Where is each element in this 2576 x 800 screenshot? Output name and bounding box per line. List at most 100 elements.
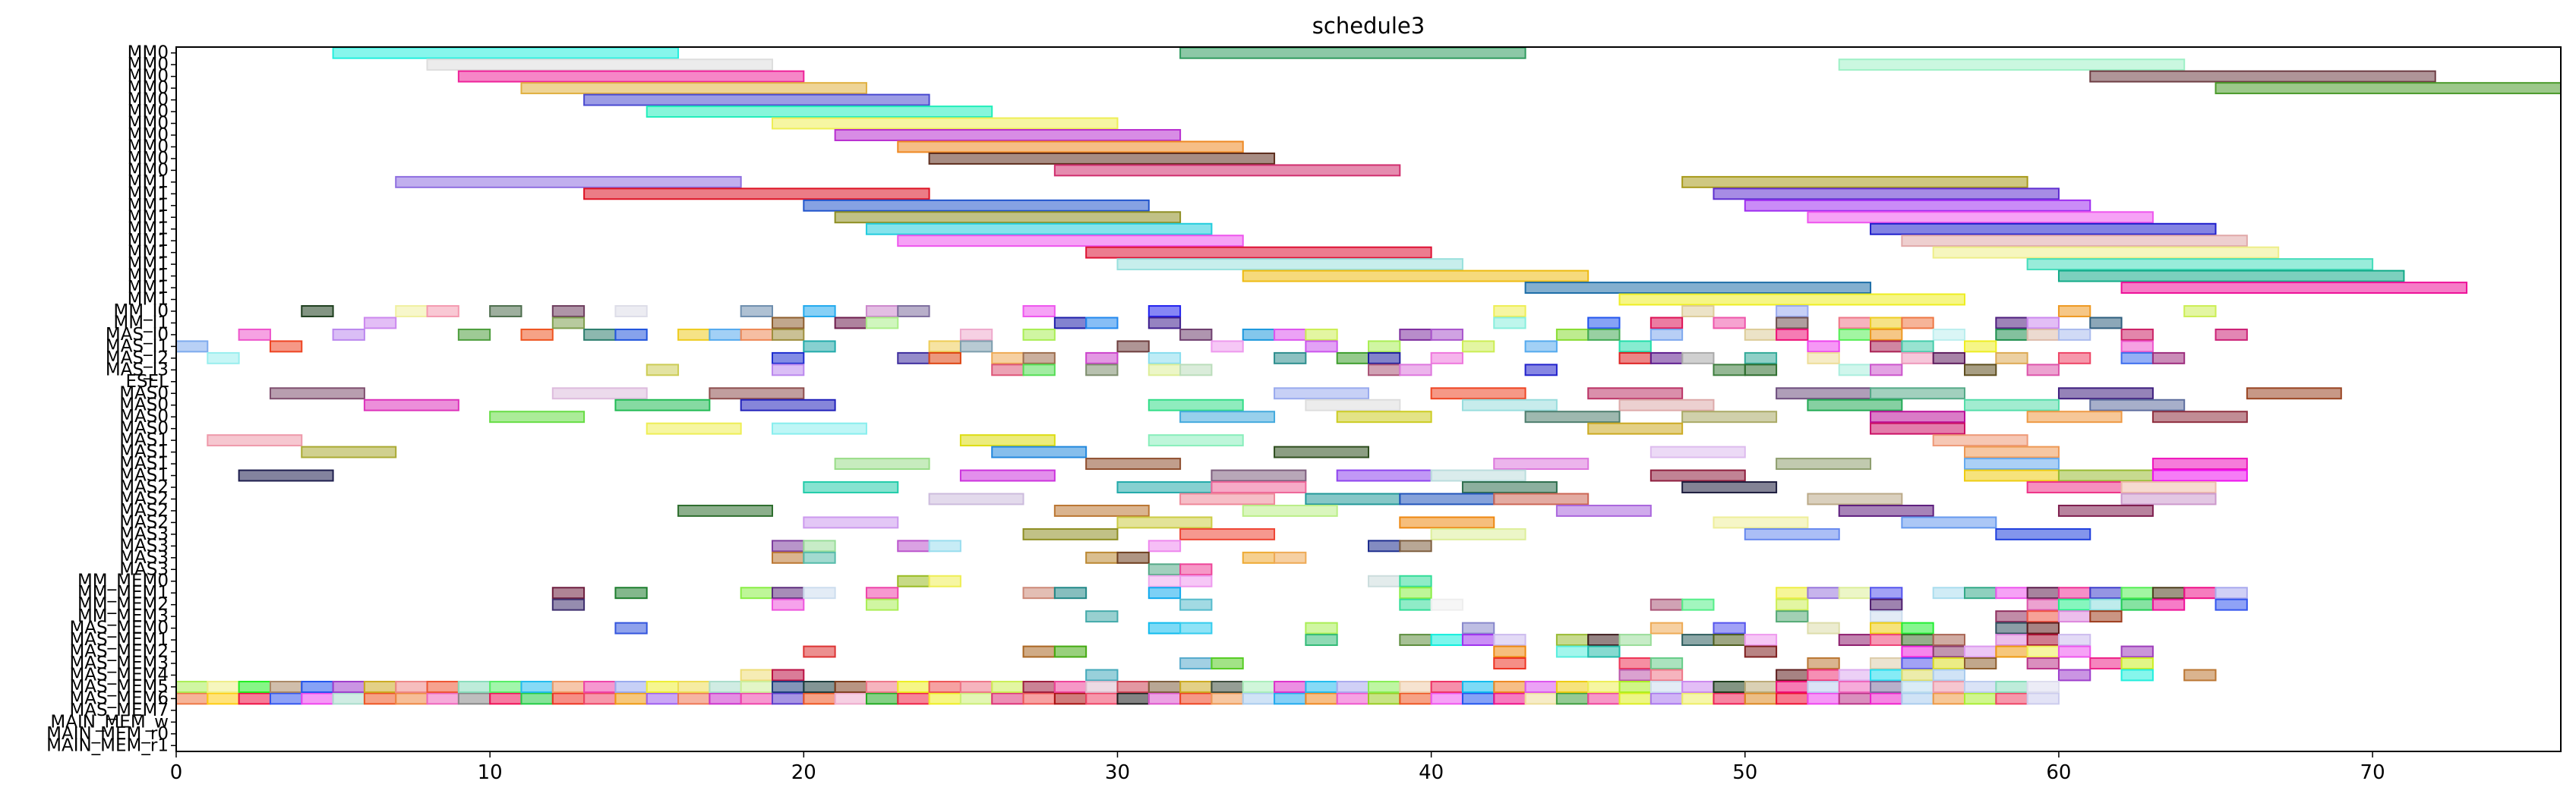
task-bar: [2026, 364, 2060, 376]
y-tick-label: MM1: [128, 184, 169, 203]
x-axis: 0 10 20 30 40 50 60 70: [170, 751, 2385, 784]
task-bar: [834, 129, 1182, 141]
task-bar: [269, 340, 303, 353]
task-bar: [1148, 364, 1182, 376]
task-bar: [1964, 680, 1997, 693]
task-bar: [1053, 692, 1088, 705]
task-bar: [865, 317, 899, 329]
task-bar: [1995, 528, 2091, 540]
task-bar: [1964, 657, 1997, 669]
task-bar: [1618, 351, 1652, 364]
task-bar: [301, 305, 334, 317]
task-bar: [740, 305, 773, 317]
task-bar: [646, 680, 680, 693]
task-bar: [1901, 622, 1934, 635]
y-tick-label: MAS2: [119, 501, 169, 521]
task-bar: [1964, 446, 2060, 458]
task-bar: [1713, 692, 1746, 705]
task-bar: [1713, 317, 1746, 329]
task-bar: [959, 469, 1056, 482]
task-bar: [991, 692, 1024, 705]
task-bar: [1744, 634, 1778, 647]
y-tick-label: MAS1: [119, 430, 169, 450]
task-bar: [2057, 269, 2405, 282]
task-bar: [1493, 458, 1589, 471]
task-bar: [2151, 587, 2186, 600]
task-bar: [1995, 351, 2028, 364]
task-bar: [457, 328, 491, 341]
chart-title: schedule3: [1312, 13, 1425, 39]
task-bar: [2215, 587, 2248, 600]
x-tick-label: 40: [1419, 761, 1444, 784]
task-bar: [1587, 680, 1621, 693]
task-bar: [1085, 610, 1119, 623]
task-bar: [489, 411, 586, 424]
task-bar: [740, 398, 836, 411]
task-bar: [1053, 587, 1088, 600]
task-bar: [1838, 364, 1872, 376]
task-bar: [614, 692, 648, 705]
task-bar: [1336, 469, 1432, 482]
task-bar: [551, 587, 586, 600]
y-tick-label: MM1: [128, 196, 169, 216]
task-bar: [1838, 504, 1934, 517]
task-bar: [1681, 692, 1715, 705]
task-bar: [2120, 598, 2154, 611]
task-bar: [772, 422, 867, 435]
task-bar: [1116, 680, 1150, 693]
task-bar: [865, 305, 899, 317]
y-tick-label: MAIN_MEM_r1: [46, 735, 169, 755]
task-bar: [363, 317, 397, 329]
task-bar: [959, 434, 1056, 447]
task-bar: [551, 305, 586, 317]
task-bar: [1776, 317, 1809, 329]
y-tick-label: MM1: [128, 278, 169, 298]
task-bar: [1179, 411, 1276, 424]
task-bar: [551, 680, 586, 693]
task-bar: [1932, 434, 2028, 447]
task-bar: [897, 692, 930, 705]
task-bar: [2089, 587, 2123, 600]
task-bar: [332, 692, 365, 705]
y-tick-label: MAS_MEM0: [69, 619, 169, 638]
task-bar: [1211, 692, 1244, 705]
task-bar: [1618, 657, 1652, 669]
task-bar: [301, 692, 334, 705]
task-bar: [1932, 634, 1966, 647]
task-bar: [1179, 493, 1276, 506]
task-bar: [1995, 610, 2028, 623]
task-bar: [772, 587, 805, 600]
task-bar: [709, 692, 742, 705]
task-bar: [426, 680, 459, 693]
task-bar: [1053, 317, 1088, 329]
task-bar: [489, 305, 522, 317]
task-bar: [332, 328, 365, 341]
task-bar: [1179, 622, 1213, 635]
task-bar: [1148, 540, 1182, 553]
task-bar: [803, 587, 836, 600]
task-bar: [1901, 340, 1934, 353]
task-bar: [1713, 622, 1746, 635]
y-tick-label: MM1: [128, 254, 169, 274]
task-bar: [646, 692, 680, 705]
task-bar: [834, 317, 867, 329]
task-bar: [1649, 669, 1684, 682]
task-bar: [1870, 587, 1903, 600]
task-bar: [1901, 692, 1934, 705]
task-bar: [1807, 351, 1840, 364]
x-tick-label: 50: [1732, 761, 1757, 784]
y-tick-label: MAIN_MEM_w: [50, 712, 169, 732]
task-bar: [928, 575, 961, 587]
task-bar: [1461, 634, 1495, 647]
task-bar: [1305, 692, 1338, 705]
task-bar: [709, 680, 742, 693]
task-bar: [865, 598, 899, 611]
task-bar: [1148, 398, 1244, 411]
task-bar: [2057, 598, 2091, 611]
task-bar: [1618, 634, 1652, 647]
y-tick-label: MM1: [128, 231, 169, 250]
task-bar: [1399, 692, 1432, 705]
task-bar: [1932, 328, 1966, 341]
task-bar: [1493, 645, 1526, 658]
task-bar: [2026, 587, 2060, 600]
